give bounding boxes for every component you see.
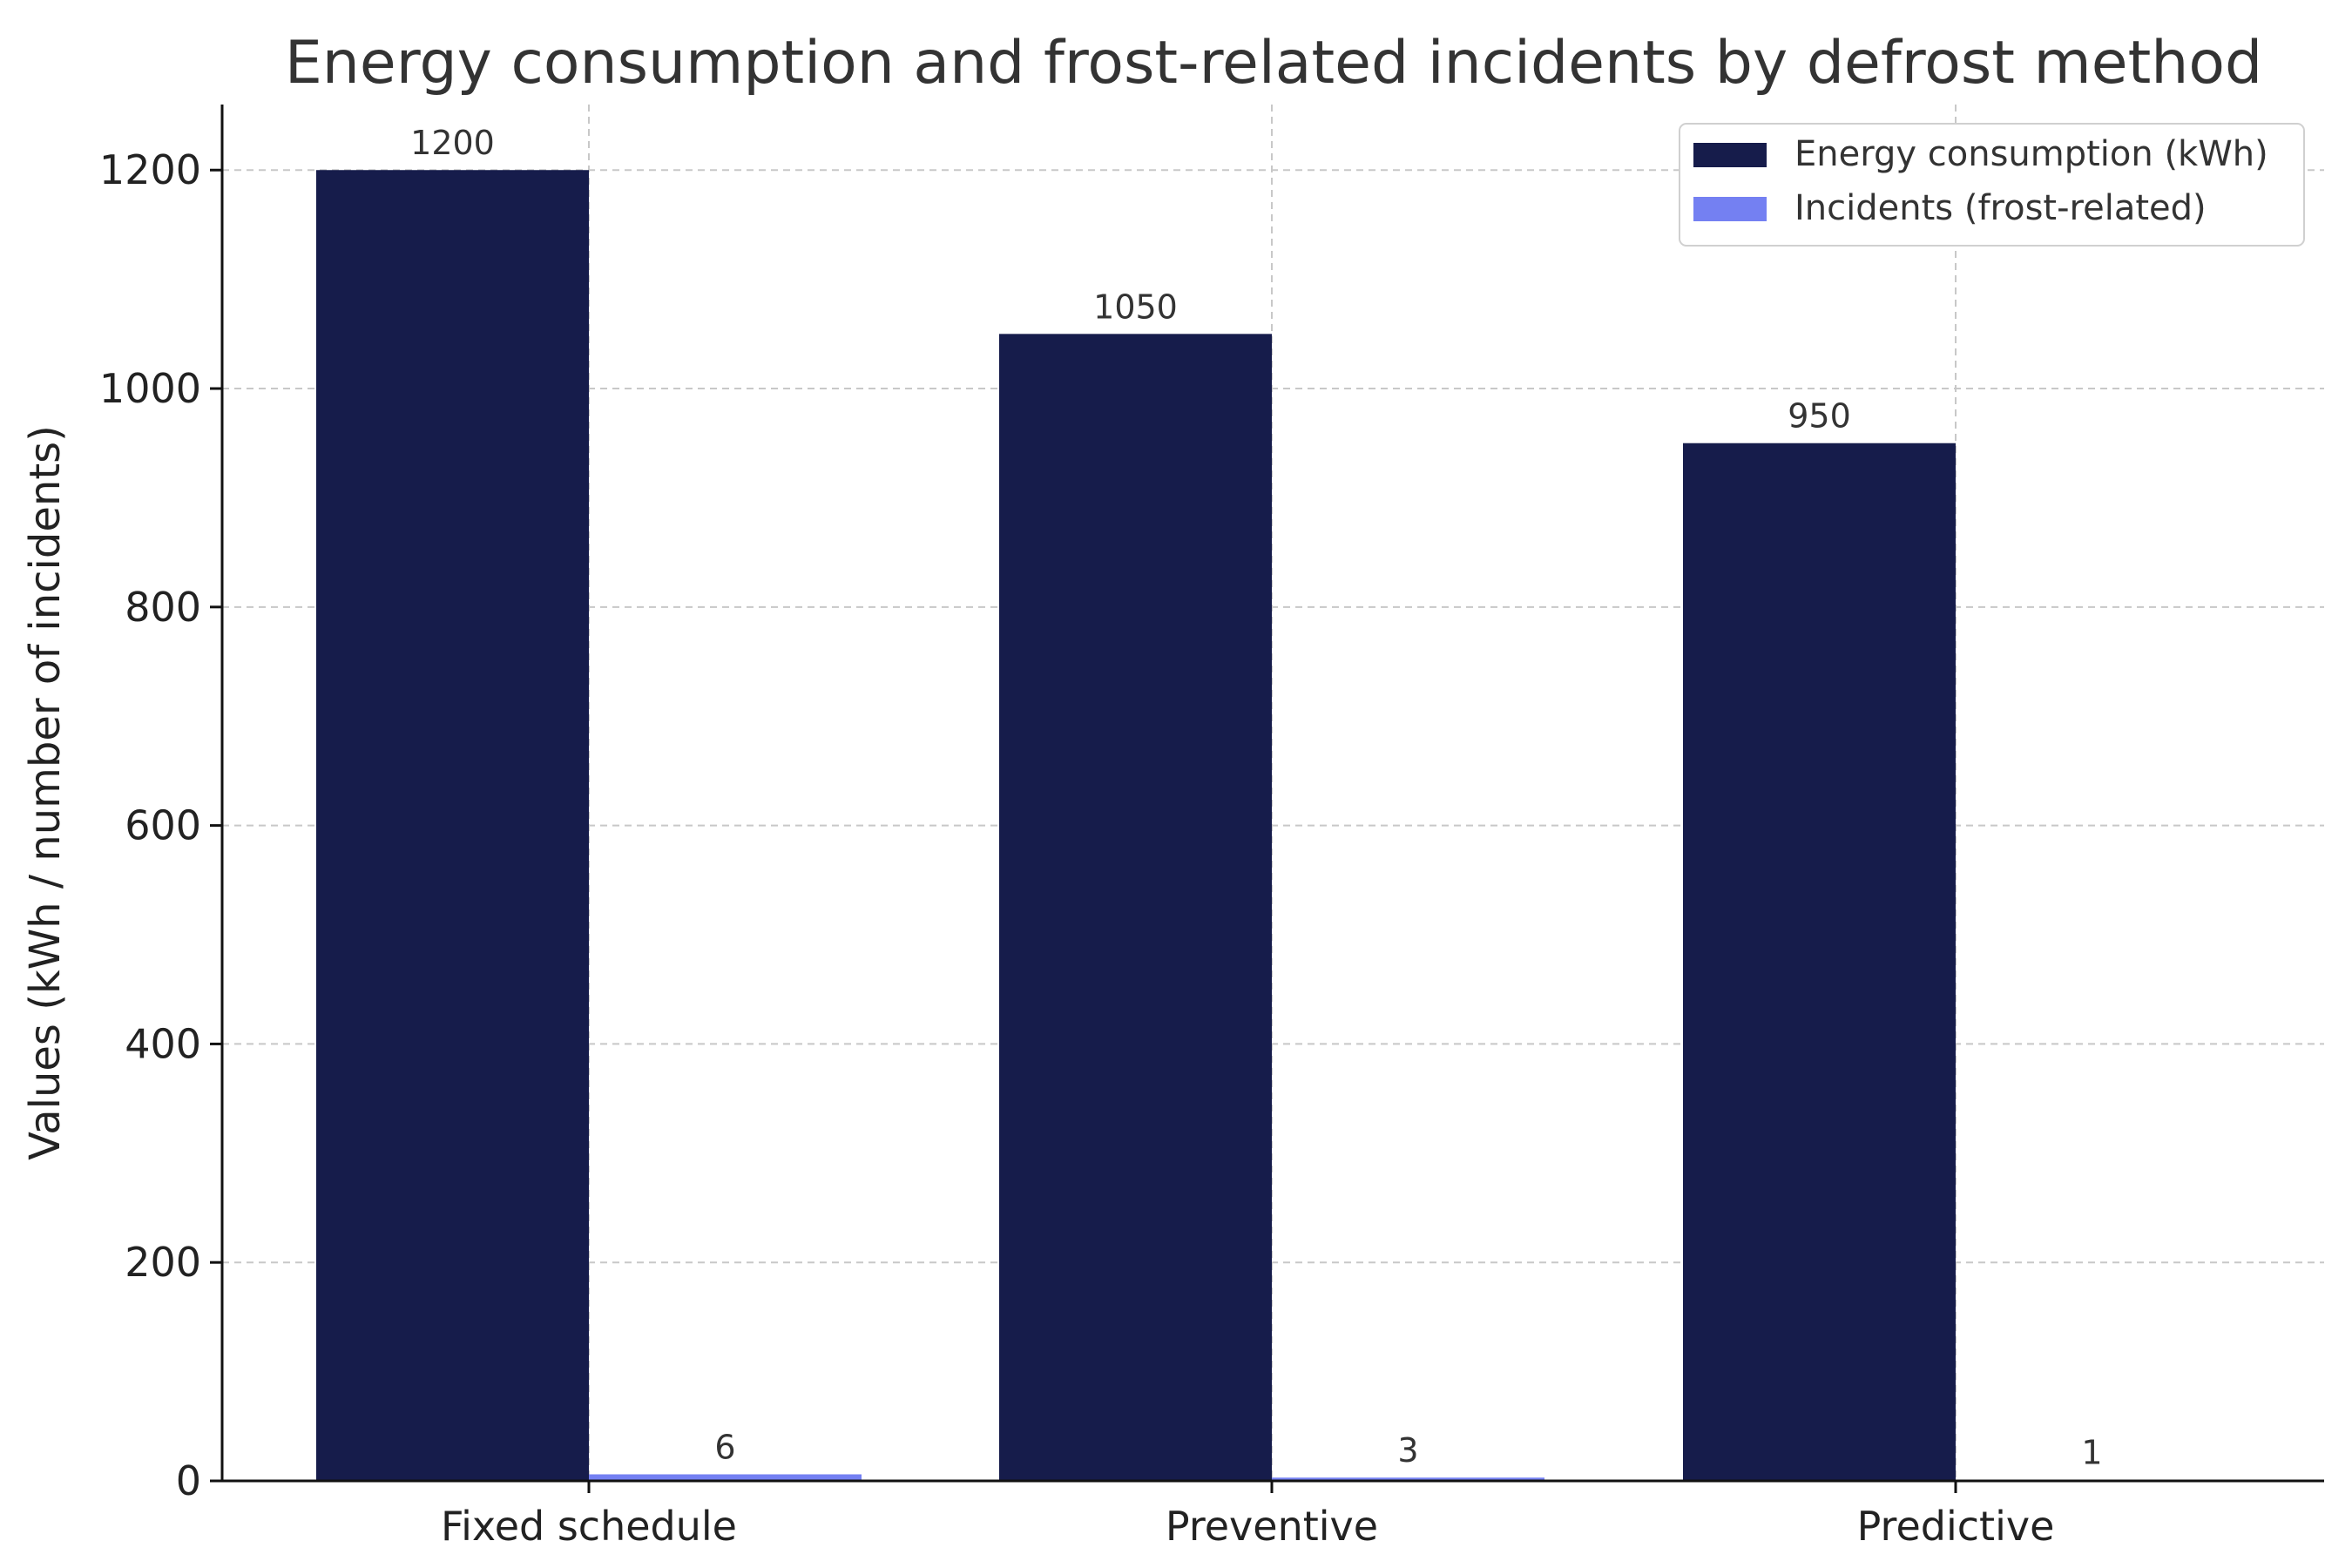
y-tick-label-2: 400: [125, 1020, 201, 1067]
legend-box: [1679, 123, 2305, 247]
bar-value-label-energy-1: 1050: [1093, 287, 1178, 326]
y-axis-label: Values (kWh / number of incidents): [21, 425, 70, 1160]
y-tick-label-6: 1200: [99, 146, 201, 193]
x-tick-label-1: Preventive: [1166, 1503, 1378, 1550]
y-tick-label-0: 0: [176, 1457, 201, 1504]
bar-energy-1: [999, 334, 1272, 1481]
y-tick-label-4: 800: [125, 584, 201, 631]
bar-energy-0: [316, 170, 589, 1482]
bar-value-label-energy-0: 1200: [410, 124, 495, 162]
chart-title: Energy consumption and frost-related inc…: [285, 29, 2262, 98]
y-tick-label-3: 600: [125, 802, 201, 849]
legend: Energy consumption (kWh) Incidents (frost…: [1679, 123, 2305, 247]
bar-value-label-energy-2: 950: [1788, 397, 1851, 436]
bar-value-label-incidents-0: 6: [714, 1428, 735, 1466]
bar-energy-2: [1683, 443, 1956, 1481]
bar-value-label-incidents-1: 3: [1397, 1431, 1418, 1470]
y-tick-label-5: 1000: [99, 365, 201, 412]
legend-swatch-1: [1693, 197, 1767, 221]
bar-incidents-1: [1272, 1477, 1544, 1481]
bar-value-label-incidents-2: 1: [2081, 1434, 2102, 1472]
ticks: 0 200 400 600 800 1000 1200 Fixed schedule Preve…: [99, 146, 2054, 1550]
y-tick-label-1: 200: [125, 1239, 201, 1286]
x-tick-label-2: Predictive: [1857, 1503, 2055, 1550]
bar-labels: 1200 1050 950 6 3 1: [410, 124, 2102, 1472]
bars: [316, 170, 2228, 1482]
legend-label-1: Incidents (frost-related): [1794, 188, 2207, 228]
legend-label-0: Energy consumption (kWh): [1794, 134, 2268, 174]
bar-incidents-0: [589, 1474, 862, 1481]
x-tick-label-0: Fixed schedule: [441, 1503, 737, 1550]
legend-swatch-0: [1693, 143, 1767, 167]
